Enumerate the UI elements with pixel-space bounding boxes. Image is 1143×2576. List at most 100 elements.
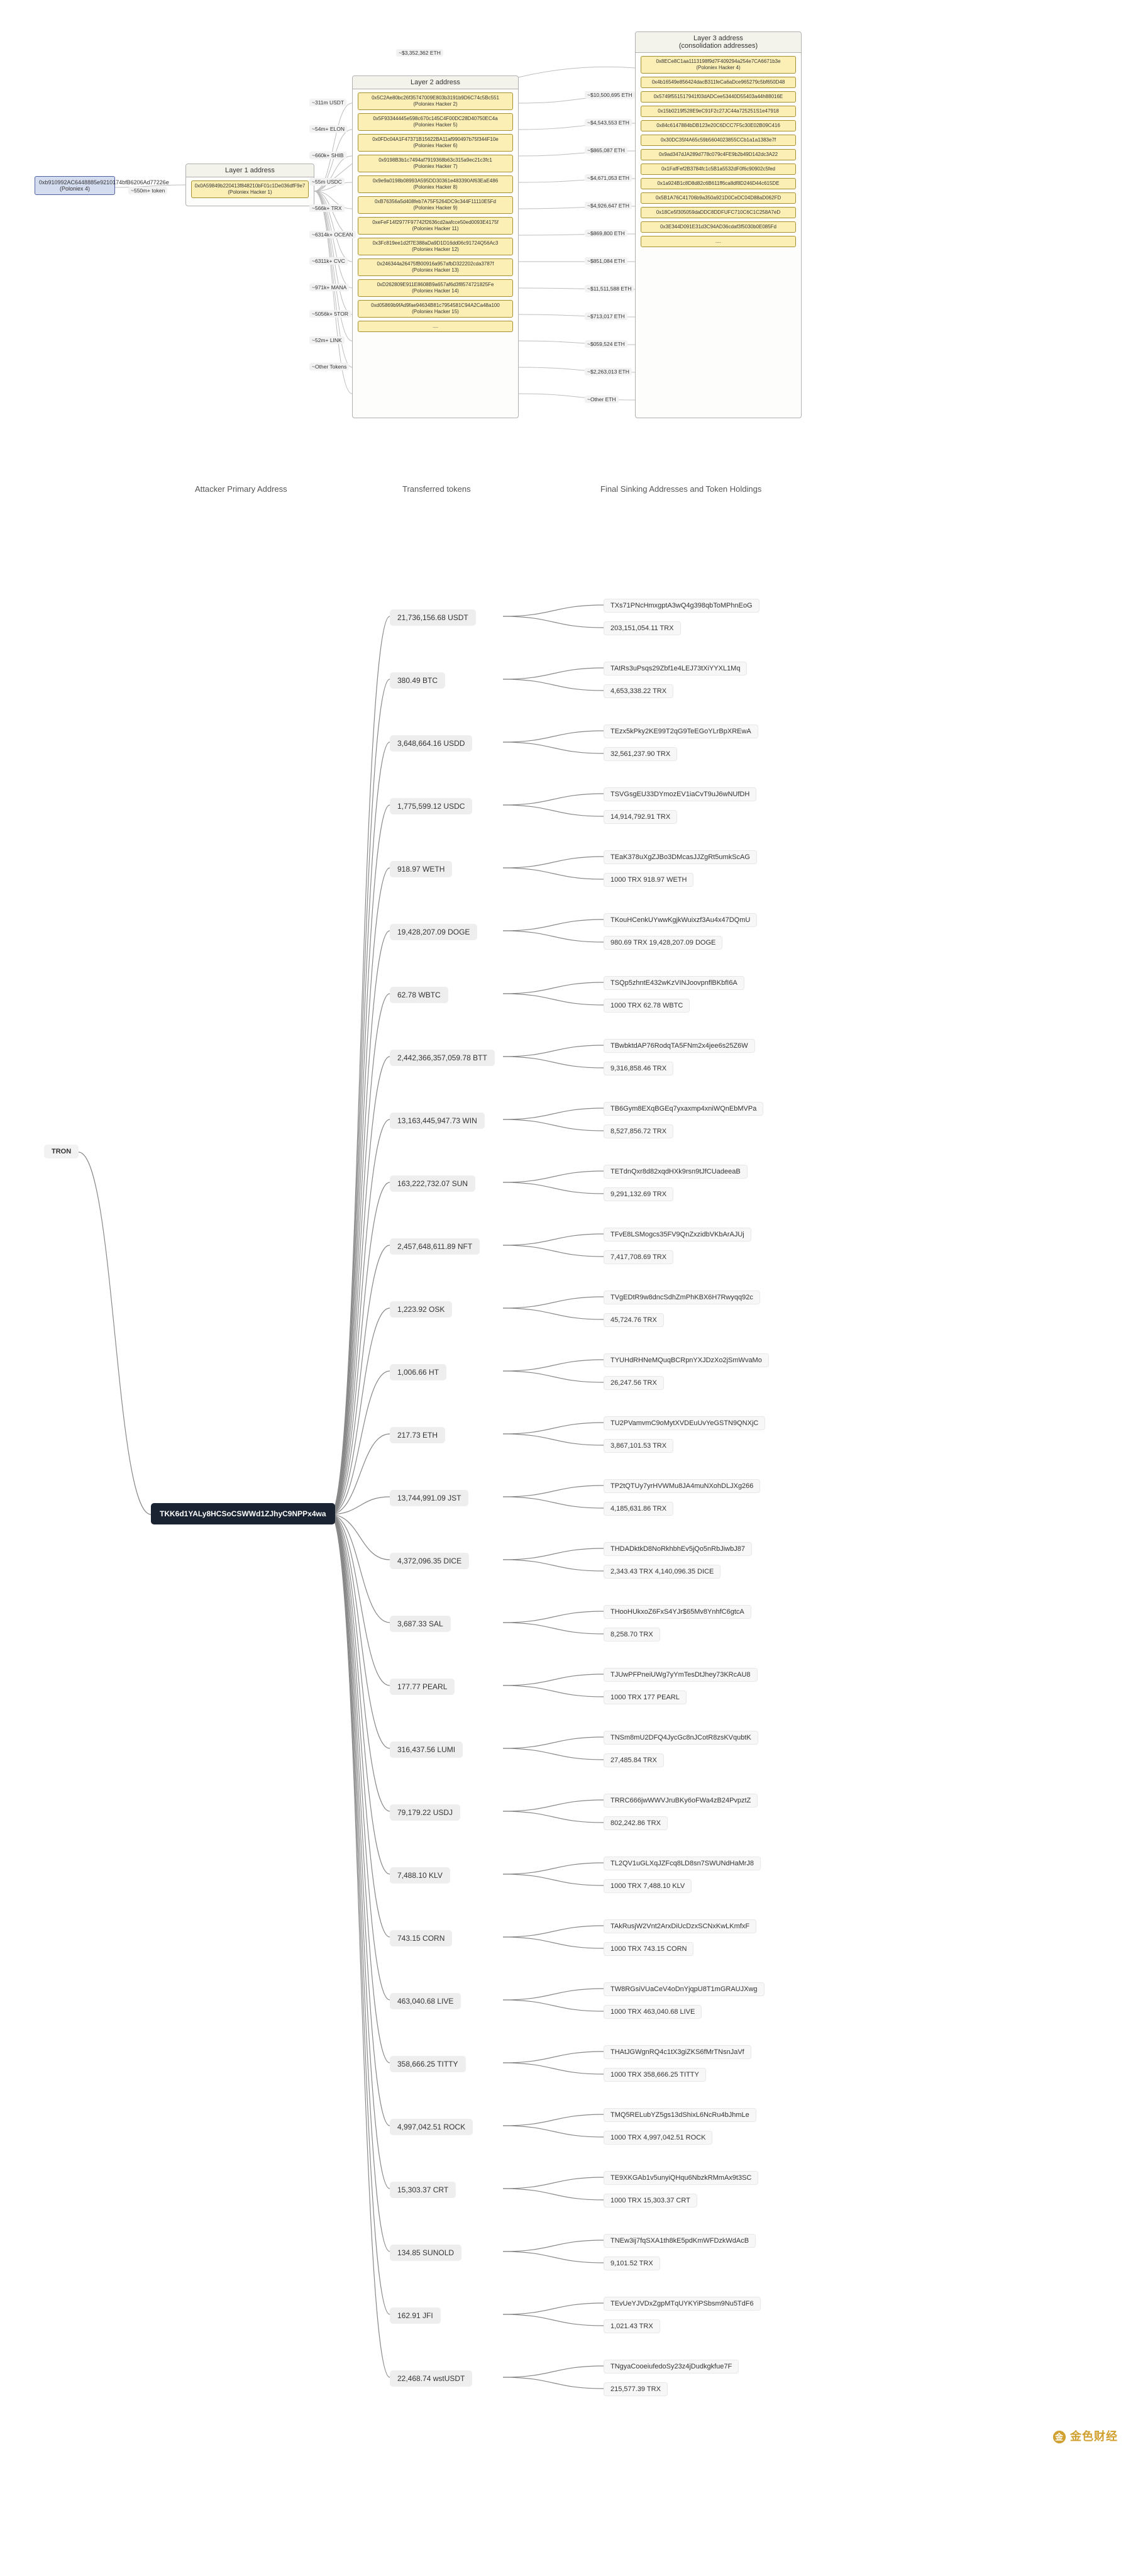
sink-holding-box: 32,561,237.90 TRX (604, 747, 677, 761)
layer2-address-box: 0x3Fc819ee1d2f7E388aDa9D1D16dd06c91724Q5… (358, 238, 513, 255)
sink-holding-box: 1000 TRX 4,997,042.51 ROCK (604, 2131, 712, 2145)
sink-holding-box: 1000 TRX 7,488.10 KLV (604, 1879, 692, 1893)
edge-label: ~$10,500,695 ETH (585, 91, 635, 99)
layer3-address-box: 0x30DC35f4A65c59b5604023855CCb1a1a1383e7… (641, 135, 796, 146)
sink-holding-box: 1000 TRX 358,666.25 TITTY (604, 2068, 706, 2082)
layer2-addr: 0x246344a26475fB00916a957afbD322202cda37… (361, 261, 510, 267)
layer2-section: Layer 2 address 0x5C2Ae80bc26f35747009E8… (352, 75, 519, 418)
token-box: 15,303.37 CRT (390, 2182, 456, 2198)
layer0-source-box: 0xb910992AC6448885e9210174bfB6206Ad77226… (35, 176, 115, 195)
sink-address-box: TW8RGsiVUaCeV4oDnYjqpU8T1mGRAUJXwg (604, 1982, 765, 1996)
edge-label: ~$4,926,647 ETH (585, 202, 632, 209)
layer3-addr: 0x18Ce5f305059daDDC8DDFUFC710C6C1C258A7e… (644, 209, 793, 216)
sink-holding-box: 4,185,631.86 TRX (604, 1502, 673, 1516)
layer1-section: Layer 1 address 0x0A59849b220413f848210b… (185, 164, 314, 206)
sink-address-box: THDADktkD8NoRkhbhEv5jQo5nRbJiwbJ87 (604, 1542, 752, 1556)
layer2-name: (Poloniex Hacker 6) (361, 143, 510, 149)
edge-label: ~$3,352,362 ETH (396, 49, 443, 57)
layer2-title: Layer 2 address (353, 76, 518, 89)
token-box: 13,163,445,947.73 WIN (390, 1113, 485, 1129)
sink-address-box: TNgyaCooeiufedoSy23z4jDudkgkfue7F (604, 2360, 739, 2373)
sink-holding-box: 26,247.56 TRX (604, 1376, 664, 1390)
layer3-name: (Poloniex Hacker 4) (644, 65, 793, 71)
edge-label: ~550m+ token (128, 187, 167, 194)
label-transferred: Transferred tokens (402, 484, 471, 494)
sink-address-box: TU2PVamvmC9oMytXVDEuUvYeGSTN9QNXjC (604, 1416, 765, 1430)
token-box: 19,428,207.09 DOGE (390, 924, 477, 940)
layer3-addr: 0x5749f551517941f03dADCee53440D55403a44h… (644, 94, 793, 100)
layer2-name: (Poloniex Hacker 7) (361, 164, 510, 170)
layer2-name: (Poloniex Hacker 5) (361, 122, 510, 128)
edge-label: ~$865,087 ETH (585, 147, 627, 154)
sink-address-box: TNSm8mU2DFQ4JycGc8nJCotR8zsKVqubtK (604, 1731, 758, 1745)
layer3-address-box: 0x5B1A76C41706b9a350a921D0CeDC04D88aD062… (641, 192, 796, 204)
layer1-name: (Poloniex Hacker 1) (194, 189, 306, 196)
sink-holding-box: 7,417,708.69 TRX (604, 1250, 673, 1264)
token-box: 743.15 CORN (390, 1930, 452, 1946)
sink-holding-box: 1000 TRX 62.78 WBTC (604, 999, 690, 1013)
token-box: 79,179.22 USDJ (390, 1804, 460, 1821)
sink-holding-box: 203,151,054.11 TRX (604, 621, 681, 635)
tron-label: TRON (44, 1145, 79, 1158)
token-box: 21,736,156.68 USDT (390, 609, 476, 626)
layer2-address-box: 0xeFeF14f2977F97742f2636cd2aafcce50ed009… (358, 217, 513, 235)
layer3-address-box: .... (641, 236, 796, 247)
token-box: 4,372,096.35 DICE (390, 1553, 469, 1569)
layer3-addr: 0x1FafFef2B3784fc1c5B1a5532dF0f6c90902c5… (644, 166, 793, 172)
layer2-address-box: 0x9e9a0198b08993A595DD30361e483390Af63Ea… (358, 175, 513, 193)
token-box: 1,006.66 HT (390, 1364, 446, 1380)
sink-holding-box: 1000 TRX 743.15 CORN (604, 1942, 693, 1956)
layer1-address-box: 0x0A59849b220413f848210bF01c1De036dfF9e7… (191, 180, 309, 198)
token-box: 3,648,664.16 USDD (390, 735, 472, 752)
layer2-address-box: 0x5F93344445e598c670c145C4F00DC28D40750E… (358, 113, 513, 131)
token-box: 1,223.92 OSK (390, 1301, 452, 1318)
layer2-name: (Poloniex Hacker 9) (361, 205, 510, 211)
sink-address-box: THAtJGWgnRQ4c1tX3giZKS6fMrTNsnJaVf (604, 2045, 751, 2059)
layer3-addr: 0x3E344D091E31d3C94AD36cdaf3f5030b0E085F… (644, 224, 793, 230)
sink-holding-box: 45,724.76 TRX (604, 1313, 664, 1327)
sink-address-box: TP2tQTUy7yrHVWMu8JA4muNXohDLJXg266 (604, 1479, 760, 1493)
token-box: 134.85 SUNOLD (390, 2245, 461, 2261)
token-box: 463,040.68 LIVE (390, 1993, 461, 2009)
edge-label: ~54m+ ELON (309, 125, 347, 133)
token-box: 316,437.56 LUMI (390, 1741, 463, 1758)
sink-address-box: TEzx5kPky2KE99T2qG9TeEGoYLrBpXREwA (604, 724, 758, 738)
edge-label: ~971k+ MANA (309, 284, 349, 291)
layer3-addr: 0x15b0219f528E9eC91F2c27JC44a725251S1e47… (644, 108, 793, 114)
layer3-addr: 0x30DC35f4A65c59b5604023855CCb1a1a1383e7… (644, 137, 793, 143)
layer3-section: Layer 3 address (consolidation addresses… (635, 31, 802, 418)
layer2-addr: 0xB76356a5d408feb7A75F5264DC9c344F11110E… (361, 199, 510, 205)
sink-address-box: TFvE8LSMogcs35FV9QnZxzidbVKbArAJUj (604, 1228, 751, 1241)
sink-address-box: TB6Gym8EXqBGEq7yxaxmp4xniWQnEbMVPa (604, 1102, 763, 1116)
edge-label: ~6311k+ CVC (309, 257, 348, 265)
sink-address-box: TYUHdRHNeMQuqBCRpnYXJDzXo2jSmWvaMo (604, 1353, 769, 1367)
edge-label: ~52m+ LINK (309, 336, 345, 344)
layer3-address-box: 0x8ECe8C1aa1113198f9d7F409294a254e7CA667… (641, 56, 796, 74)
layer3-address-box: 0x15b0219f528E9eC91F2c27JC44a725251S1e47… (641, 106, 796, 117)
edge-label: ~Other Tokens (309, 363, 349, 370)
layer2-addr: 0xeFeF14f2977F97742f2636cd2aafcce50ed009… (361, 219, 510, 226)
layer3-addr: .... (644, 238, 793, 245)
layer2-address-box: 0x9198B3b1c7494af7919368b63c315a9ec21c3f… (358, 155, 513, 172)
token-box: 918.97 WETH (390, 861, 452, 877)
sink-holding-box: 1,021.43 TRX (604, 2319, 660, 2333)
layer3-addr: 0x9ad347dJA289d778c079c4FE9b2b49D142dc3A… (644, 152, 793, 158)
label-primary: Attacker Primary Address (195, 484, 287, 494)
edge-label: ~55m USDC (309, 178, 345, 186)
sink-address-box: TRRC666jwWWVJruBKy6oFWa4zB24PvpztZ (604, 1794, 758, 1807)
token-box: 163,222,732.07 SUN (390, 1175, 475, 1192)
layer3-addr: 0x8ECe8C1aa1113198f9d7F409294a254e7CA667… (644, 58, 793, 65)
sink-holding-box: 1000 TRX 463,040.68 LIVE (604, 2005, 702, 2019)
layer3-address-box: 0x5749f551517941f03dADCee53440D55403a44h… (641, 91, 796, 103)
sink-address-box: TEaK378uXgZJBo3DMcasJJZgRt5umkScAG (604, 850, 757, 864)
token-box: 1,775,599.12 USDC (390, 798, 472, 814)
sink-address-box: TAtRs3uPsqs29Zbf1e4LEJ73tXiYYXL1Mq (604, 662, 747, 675)
edge-label: ~6314k+ OCEAN (309, 231, 356, 238)
sink-holding-box: 9,101.52 TRX (604, 2257, 660, 2270)
tron-tree: TRON TKK6d1YALy8HCSoCSWWd1ZJhyC9NPPx4wa … (0, 566, 1143, 2547)
layer3-address-box: 0x1a924B1c8D8d82c6B611ff6ca8df8D246D44c6… (641, 178, 796, 189)
sink-address-box: TSVGsgEU33DYmozEV1iaCvT9uJ6wNUfDH (604, 787, 756, 801)
sink-holding-box: 27,485.84 TRX (604, 1753, 664, 1767)
edge-label: ~$713,017 ETH (585, 313, 627, 320)
edge-label: ~$059,524 ETH (585, 340, 627, 348)
